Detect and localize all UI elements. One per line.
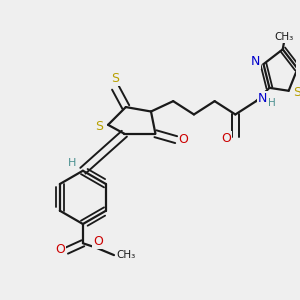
Text: O: O bbox=[221, 132, 231, 145]
Text: O: O bbox=[178, 133, 188, 146]
Text: CH₃: CH₃ bbox=[274, 32, 294, 42]
Text: CH₃: CH₃ bbox=[117, 250, 136, 260]
Text: S: S bbox=[112, 72, 119, 86]
Text: N: N bbox=[258, 92, 267, 105]
Text: S: S bbox=[95, 120, 103, 133]
Text: N: N bbox=[250, 55, 260, 68]
Text: S: S bbox=[293, 86, 300, 99]
Text: O: O bbox=[55, 243, 65, 256]
Text: O: O bbox=[93, 235, 103, 248]
Text: H: H bbox=[268, 98, 275, 108]
Text: H: H bbox=[68, 158, 77, 168]
